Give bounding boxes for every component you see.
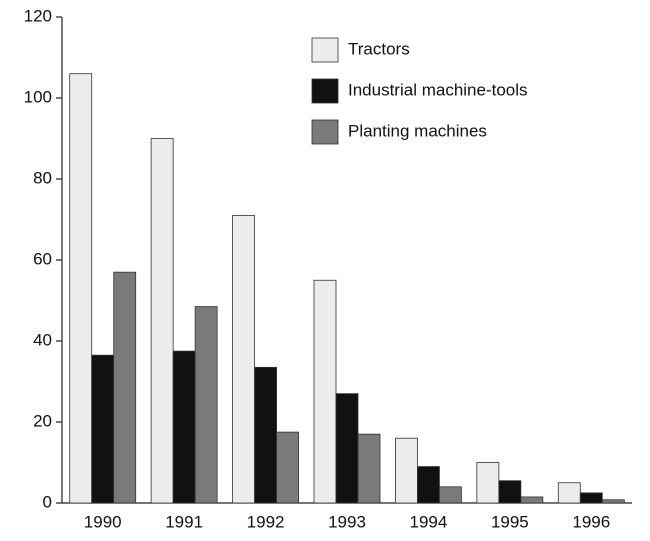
bar <box>150 138 174 504</box>
legend-label: Industrial machine-tools <box>348 80 528 99</box>
legend-label: Tractors <box>348 39 410 58</box>
bar <box>579 492 603 504</box>
y-tick-label: 120 <box>24 6 52 25</box>
legend-swatch <box>311 37 339 63</box>
bar <box>417 466 440 504</box>
bar <box>69 73 93 504</box>
bar <box>520 496 544 504</box>
x-tick-label: 1993 <box>328 512 366 531</box>
y-tick-label: 40 <box>33 330 52 349</box>
y-tick-label: 0 <box>43 492 52 511</box>
x-tick-label: 1995 <box>491 512 529 531</box>
bar <box>91 354 115 504</box>
legend-swatch <box>311 119 339 145</box>
bar <box>557 482 581 504</box>
x-tick-label: 1996 <box>572 512 610 531</box>
bar <box>254 366 277 504</box>
legend-swatch <box>311 78 339 104</box>
bar <box>276 431 299 504</box>
bar <box>313 279 337 504</box>
bar <box>172 350 196 504</box>
x-tick-label: 1994 <box>410 512 448 531</box>
y-tick-label: 100 <box>24 87 52 106</box>
bar <box>395 437 418 504</box>
legend-label: Planting machines <box>348 121 487 140</box>
bar <box>194 306 218 504</box>
bar <box>357 433 381 504</box>
bar <box>439 486 462 504</box>
y-tick-label: 80 <box>33 168 52 187</box>
bar <box>476 462 500 504</box>
bar <box>498 480 522 504</box>
x-tick-label: 1992 <box>247 512 285 531</box>
bar <box>232 215 255 504</box>
bar <box>601 499 625 504</box>
y-tick-label: 60 <box>33 249 52 268</box>
y-tick-label: 20 <box>33 411 52 430</box>
x-tick-label: 1990 <box>84 512 122 531</box>
bar <box>335 393 359 504</box>
bar <box>113 271 137 504</box>
x-tick-label: 1991 <box>165 512 203 531</box>
